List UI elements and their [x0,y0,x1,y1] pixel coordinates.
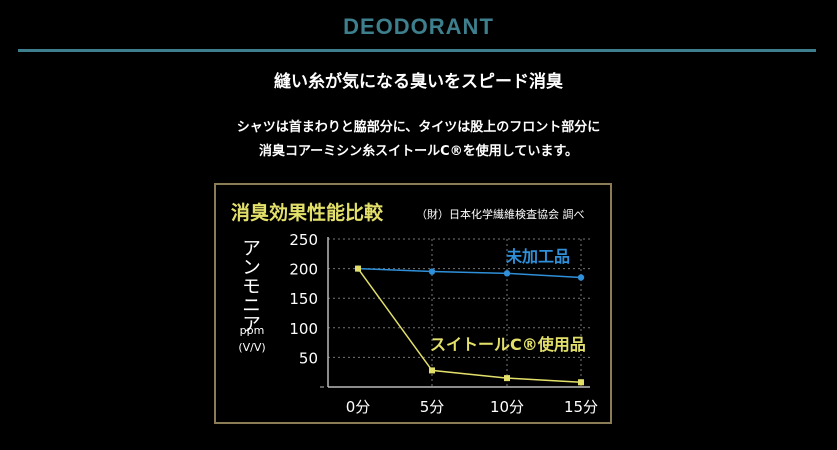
series-1-point [503,270,511,277]
series-line-2 [357,268,582,384]
series-line-1 [357,267,582,279]
chart-title: 消臭効果性能比較 [231,201,384,224]
x-tick-label: 5分 [420,398,445,416]
series-1-point [428,268,436,275]
description-line-2: 消臭コアーミシン糸スイトールC®を使用しています。 [258,144,579,159]
headline: 縫い糸が気になる臭いをスピード消臭 [274,72,563,92]
series-2-point [504,375,510,382]
section-title: DEODORANT [343,14,494,39]
y-axis-label: アンモニア [239,238,261,333]
description-line-1: シャツは首まわりと脇部分に、タイツは股上のフロント部分に [236,120,601,135]
series-1-point [577,274,585,281]
series-2-point [355,265,361,272]
series-label-treated: スイトールC®使用品 [430,335,586,354]
y-axis-unit-2: (V/V) [238,341,265,354]
y-tick-label: 100 [289,320,318,338]
chart-source-note: （財）日本化学繊維検査協会 調べ [416,207,585,221]
series-label-untreated: 未加工品 [505,247,570,266]
y-tick-label: 200 [289,261,318,279]
y-axis-unit: ppm [240,324,265,337]
series-2-point [578,379,584,386]
title-divider [18,49,816,52]
y-tick-label: 150 [289,290,318,308]
x-tick-label: 0分 [346,398,371,416]
series-2-point [429,367,435,374]
x-tick-label: 15分 [564,398,598,416]
y-tick-label: 250 [289,231,318,249]
description: シャツは首まわりと脇部分に、タイツは股上のフロント部分に 消臭コアーミシン糸スイ… [0,116,837,164]
chart-frame [214,183,612,424]
x-tick-label: 10分 [490,398,524,416]
y-tick-label: 50 [299,349,318,367]
